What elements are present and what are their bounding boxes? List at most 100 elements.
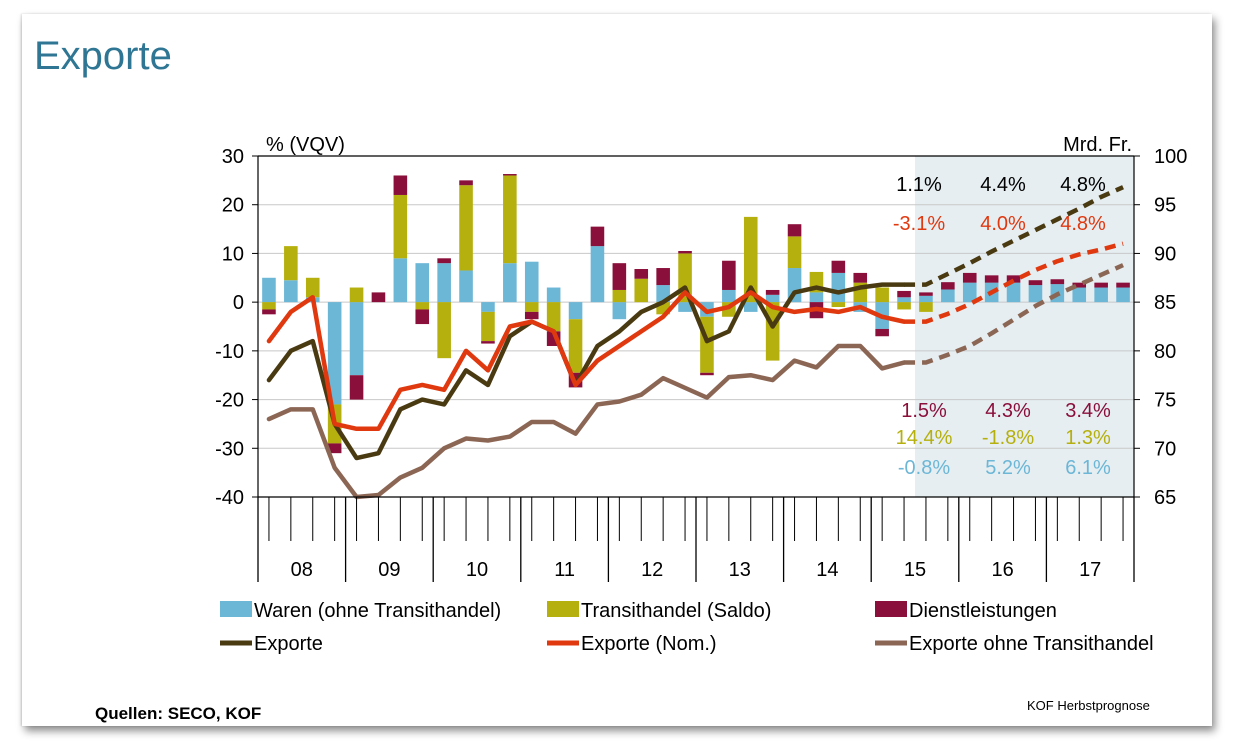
bar-segment xyxy=(722,260,736,290)
series-line xyxy=(266,290,907,432)
bar-segment xyxy=(1072,287,1087,303)
bar-segment xyxy=(262,277,276,303)
bar-segment xyxy=(1028,285,1043,303)
bar-segment xyxy=(481,302,495,312)
left-tick-label: 30 xyxy=(222,146,244,168)
footnote: KOF Herbstprognose xyxy=(1027,698,1150,713)
bar-segment xyxy=(437,302,451,359)
growth-annotation: 6.1% xyxy=(1065,457,1111,479)
bar-segment xyxy=(1028,280,1043,286)
legend-swatch xyxy=(547,601,579,617)
bar-segment xyxy=(743,302,758,312)
growth-annotation: 14.4% xyxy=(896,427,953,449)
right-axis-label: Mrd. Fr. xyxy=(1063,134,1132,156)
bar-segment xyxy=(393,175,408,195)
bar-segment xyxy=(327,443,342,454)
growth-annotation: 4.3% xyxy=(985,400,1031,422)
year-label: 16 xyxy=(991,559,1013,581)
bar-segment xyxy=(743,216,758,303)
bar-segment xyxy=(524,311,539,320)
right-tick-label: 70 xyxy=(1154,438,1176,460)
bar-segment xyxy=(503,174,517,176)
year-label: 17 xyxy=(1079,559,1101,581)
right-tick-label: 75 xyxy=(1154,390,1176,412)
bar-segment xyxy=(656,268,670,286)
bar-segment xyxy=(590,246,605,303)
year-label: 13 xyxy=(729,559,751,581)
growth-annotation: 4.8% xyxy=(1060,213,1106,235)
bar-segment xyxy=(612,263,627,290)
bar-segment xyxy=(459,180,473,186)
bar-segment xyxy=(481,341,495,344)
year-label: 15 xyxy=(904,559,926,581)
forecast-shading xyxy=(915,156,1134,497)
bar-segment xyxy=(415,302,430,310)
growth-annotation: 1.5% xyxy=(901,400,947,422)
growth-annotation: -0.8% xyxy=(898,457,950,479)
bar-segment xyxy=(634,269,649,279)
right-tick-label: 90 xyxy=(1154,243,1176,265)
bar-segment xyxy=(1050,279,1065,285)
bar-segment xyxy=(393,258,408,303)
right-tick-label: 85 xyxy=(1154,292,1176,314)
year-label: 12 xyxy=(641,559,663,581)
bar-segment xyxy=(722,289,736,303)
bar-segment xyxy=(1006,275,1021,283)
bar-segment xyxy=(393,194,408,259)
growth-annotation: -3.1% xyxy=(893,213,945,235)
bar-segment xyxy=(612,302,627,320)
bar-segment xyxy=(1094,287,1108,303)
bar-segment xyxy=(1116,287,1130,303)
bar-segment xyxy=(437,263,451,303)
bar-segment xyxy=(546,287,561,303)
bar-segment xyxy=(853,272,868,283)
left-tick-label: -40 xyxy=(215,487,244,509)
bar-segment xyxy=(634,278,649,303)
growth-annotation: -1.8% xyxy=(982,427,1034,449)
bar-segment xyxy=(875,287,889,303)
bar-segment xyxy=(787,224,802,237)
bar-segment xyxy=(284,246,298,281)
growth-annotation: 3.4% xyxy=(1065,400,1111,422)
bar-segment xyxy=(765,289,780,295)
legend-label: Dienstleistungen xyxy=(909,600,1057,622)
bar-segment xyxy=(459,270,473,303)
bar-segment xyxy=(897,297,911,303)
legend-label: Exporte ohne Transithandel xyxy=(909,633,1154,655)
bar-segment xyxy=(481,311,495,342)
bar-segment xyxy=(371,292,386,303)
series-forecast-line xyxy=(904,241,1124,324)
bar-segment xyxy=(875,328,889,337)
series-forecast-line xyxy=(904,263,1124,365)
year-label: 14 xyxy=(816,559,838,581)
bar-segment xyxy=(1006,282,1021,303)
bar-segment xyxy=(831,272,846,303)
bar-segment xyxy=(897,302,911,310)
bar-segment xyxy=(546,302,561,332)
bar-segment xyxy=(678,250,692,254)
bar-segment xyxy=(568,319,583,373)
bar-segment xyxy=(415,309,430,325)
source-note: Quellen: SECO, KOF xyxy=(95,704,262,723)
left-axis-label: % (VQV) xyxy=(266,134,345,156)
bar-segment xyxy=(941,282,955,290)
bar-segment xyxy=(831,260,846,273)
right-tick-label: 80 xyxy=(1154,341,1176,363)
left-tick-label: 0 xyxy=(233,292,244,314)
legend-label: Exporte (Nom.) xyxy=(581,633,717,655)
bar-segment xyxy=(524,302,539,312)
bar-segment xyxy=(765,302,780,361)
legend-swatch xyxy=(875,601,907,617)
bar-segment xyxy=(984,275,999,283)
year-label: 09 xyxy=(378,559,400,581)
bar-segment xyxy=(919,295,933,303)
right-tick-label: 100 xyxy=(1154,146,1187,168)
bar-segment xyxy=(524,261,539,303)
bar-segment xyxy=(568,302,583,320)
bar-segment xyxy=(919,302,933,312)
bar-segment xyxy=(962,272,977,283)
year-label: 10 xyxy=(466,559,488,581)
bar-segment xyxy=(787,236,802,269)
bar-segment xyxy=(1072,282,1087,288)
growth-annotation: 4.0% xyxy=(980,213,1026,235)
